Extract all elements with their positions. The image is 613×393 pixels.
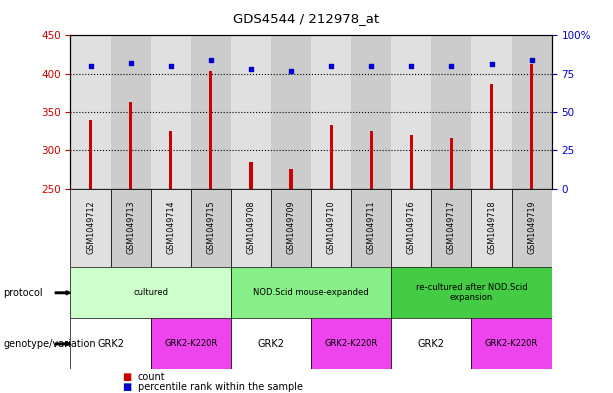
Bar: [151, 189, 191, 267]
Bar: [231, 35, 271, 189]
Text: GRK2-K220R: GRK2-K220R: [485, 340, 538, 348]
Bar: [471, 35, 512, 189]
Text: GRK2: GRK2: [97, 339, 124, 349]
Bar: [289, 169, 292, 189]
Text: GSM1049711: GSM1049711: [367, 200, 376, 254]
Bar: [471, 318, 552, 369]
Point: [326, 63, 336, 69]
Bar: [530, 64, 533, 189]
Bar: [432, 189, 471, 267]
Bar: [110, 189, 151, 267]
Bar: [70, 35, 110, 189]
Bar: [231, 189, 271, 267]
Bar: [70, 267, 231, 318]
Text: ■: ■: [123, 372, 132, 382]
Point: [527, 57, 536, 63]
Point: [126, 60, 135, 66]
Bar: [70, 189, 110, 267]
Text: GSM1049709: GSM1049709: [286, 200, 295, 254]
Text: GSM1049717: GSM1049717: [447, 200, 456, 254]
Bar: [450, 138, 453, 189]
Bar: [110, 35, 151, 189]
Text: GSM1049708: GSM1049708: [246, 200, 256, 254]
Text: percentile rank within the sample: percentile rank within the sample: [138, 382, 303, 392]
Bar: [351, 189, 391, 267]
Bar: [70, 318, 151, 369]
Text: GSM1049714: GSM1049714: [166, 200, 175, 254]
Bar: [129, 102, 132, 189]
Bar: [89, 119, 92, 189]
Point: [166, 63, 176, 69]
Bar: [271, 189, 311, 267]
Text: GSM1049712: GSM1049712: [86, 200, 95, 254]
Bar: [311, 35, 351, 189]
Point: [86, 63, 96, 69]
Point: [367, 63, 376, 69]
Bar: [191, 35, 231, 189]
Text: NOD.Scid mouse-expanded: NOD.Scid mouse-expanded: [253, 288, 369, 297]
Bar: [191, 189, 231, 267]
Point: [246, 66, 256, 72]
Text: GSM1049719: GSM1049719: [527, 200, 536, 254]
Bar: [391, 189, 432, 267]
Text: count: count: [138, 372, 166, 382]
Bar: [209, 71, 213, 189]
Point: [406, 63, 416, 69]
Text: GSM1049716: GSM1049716: [407, 200, 416, 254]
Bar: [151, 35, 191, 189]
Text: GSM1049713: GSM1049713: [126, 200, 135, 254]
Bar: [231, 318, 311, 369]
Point: [487, 61, 497, 68]
Bar: [409, 135, 413, 189]
Bar: [169, 131, 172, 189]
Bar: [490, 84, 493, 189]
Bar: [370, 131, 373, 189]
Text: GDS4544 / 212978_at: GDS4544 / 212978_at: [234, 12, 379, 25]
Bar: [391, 267, 552, 318]
Bar: [249, 162, 253, 189]
Text: cultured: cultured: [133, 288, 168, 297]
Text: genotype/variation: genotype/variation: [3, 339, 96, 349]
Bar: [512, 189, 552, 267]
Point: [286, 68, 296, 74]
Bar: [151, 318, 231, 369]
Bar: [391, 318, 471, 369]
Text: GRK2: GRK2: [257, 339, 284, 349]
Bar: [471, 189, 512, 267]
Bar: [391, 35, 432, 189]
Text: GRK2-K220R: GRK2-K220R: [164, 340, 218, 348]
Bar: [231, 267, 391, 318]
Text: GSM1049715: GSM1049715: [207, 200, 215, 254]
Bar: [351, 35, 391, 189]
Text: ■: ■: [123, 382, 132, 392]
Bar: [311, 189, 351, 267]
Text: GSM1049718: GSM1049718: [487, 200, 496, 254]
Text: re-cultured after NOD.Scid
expansion: re-cultured after NOD.Scid expansion: [416, 283, 527, 303]
Text: GRK2: GRK2: [418, 339, 445, 349]
Bar: [271, 35, 311, 189]
Bar: [432, 35, 471, 189]
Text: GSM1049710: GSM1049710: [327, 200, 336, 254]
Point: [206, 57, 216, 63]
Point: [446, 63, 456, 69]
Bar: [512, 35, 552, 189]
Bar: [330, 125, 333, 189]
Bar: [311, 318, 391, 369]
Text: protocol: protocol: [3, 288, 43, 298]
Text: GRK2-K220R: GRK2-K220R: [324, 340, 378, 348]
